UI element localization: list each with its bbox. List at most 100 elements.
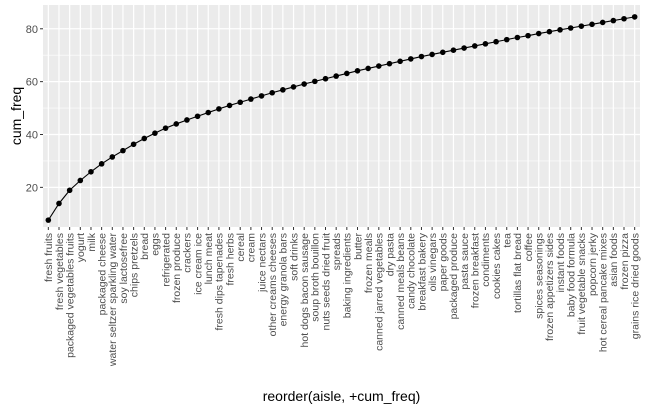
x-tick-label: dry pasta: [384, 233, 396, 276]
grid-layer: [43, 5, 640, 227]
x-axis-title: reorder(aisle, +cum_freq): [263, 388, 421, 404]
x-tick-label: fresh vegetables: [54, 233, 66, 310]
x-tick-label: tea: [502, 233, 514, 248]
data-point: [482, 41, 489, 47]
x-tick-label: milk: [86, 232, 98, 251]
plot-panel: [43, 5, 640, 227]
x-tick-label: asian foods: [608, 233, 620, 287]
x-tick-label: ice cream ice: [192, 233, 204, 295]
data-point: [376, 63, 382, 69]
x-tick-label: spices seasonings: [534, 233, 546, 319]
data-point: [493, 38, 499, 45]
data-point: [354, 68, 361, 74]
data-point: [621, 15, 627, 22]
y-axis: 20 40 60 80: [26, 24, 43, 194]
x-tick-label: frozen meals: [363, 233, 375, 293]
x-tick-label: frozen pizza: [619, 233, 631, 290]
data-point: [631, 14, 638, 20]
data-point: [301, 81, 307, 87]
data-point: [589, 21, 595, 28]
x-tick-label: soft drinks: [288, 233, 300, 281]
data-point: [141, 135, 148, 142]
data-point: [184, 117, 190, 123]
data-point: [333, 73, 339, 79]
data-point: [45, 217, 52, 223]
data-point: [226, 102, 233, 109]
x-tick-label: cream: [246, 233, 258, 262]
data-point: [258, 93, 265, 99]
x-tick-label: breakfast bakery: [416, 232, 428, 310]
x-tick-label: coffee: [523, 233, 535, 262]
x-tick-label: butter: [352, 233, 364, 260]
x-tick-label: cereal: [235, 233, 247, 262]
data-point: [525, 32, 531, 39]
x-tick-label: fruit vegetable snacks: [576, 233, 588, 335]
data-point: [248, 96, 254, 102]
data-point: [503, 36, 510, 43]
x-tick-label: oils vinegars: [427, 233, 439, 291]
y-tick-label: 40: [26, 130, 38, 142]
y-tick-label: 80: [26, 24, 38, 36]
data-point: [216, 106, 222, 112]
y-axis-title: cum_freq: [8, 87, 24, 145]
data-point: [56, 200, 62, 207]
x-tick-label: fresh fruits: [43, 233, 55, 282]
data-point: [471, 43, 478, 49]
x-tick-label: hot dogs bacon sausage: [299, 233, 311, 348]
data-point: [567, 25, 574, 31]
series-cum-freq: [45, 14, 638, 223]
data-point: [546, 28, 553, 35]
x-tick-label: grains rice dried goods: [629, 233, 641, 339]
data-point: [450, 47, 457, 53]
x-tick-label: popcorn jerky: [587, 232, 599, 296]
data-point: [578, 23, 585, 29]
x-tick-label: soup broth bouillon: [310, 233, 322, 322]
x-tick-label: baby food formula: [566, 233, 578, 317]
x-tick-label: instant foods: [555, 233, 567, 293]
x-tick-label: canned jarred vegetables: [374, 233, 386, 351]
x-tick-label: cookies cakes: [491, 233, 503, 299]
x-tick-label: eggs: [150, 233, 162, 256]
data-point: [514, 34, 521, 41]
x-tick-label: energy granola bars: [278, 233, 290, 326]
data-point: [344, 70, 350, 77]
x-tick-label: water seltzer sparkling water: [107, 233, 119, 368]
data-point: [429, 51, 435, 58]
data-point: [130, 141, 137, 148]
data-point: [365, 65, 371, 72]
data-point: [599, 19, 606, 26]
x-tick-label: frozen appetizers sides: [544, 233, 556, 341]
data-point: [237, 99, 244, 106]
data-point: [205, 109, 212, 116]
data-point: [66, 187, 73, 194]
x-tick-label: lunch meat: [203, 233, 215, 284]
y-tick-label: 20: [26, 182, 38, 194]
x-tick-label: crackers: [182, 233, 194, 273]
x-tick-label: soy lactosefree: [118, 233, 130, 304]
x-tick-label: pasta sauce: [459, 233, 471, 290]
data-point: [418, 53, 425, 60]
data-point: [386, 60, 393, 67]
x-tick-label: yogurt: [75, 233, 87, 262]
x-tick-label: bread: [139, 233, 151, 260]
data-point: [152, 130, 158, 136]
data-point: [120, 147, 126, 154]
data-point: [610, 17, 617, 24]
data-point: [162, 125, 169, 131]
y-tick-label: 60: [26, 77, 38, 89]
data-point: [98, 161, 105, 167]
x-tick-label: canned meals beans: [395, 233, 407, 330]
x-tick-label: nuts seeds dried fruit: [320, 233, 332, 331]
x-tick-label: paper goods: [438, 233, 450, 291]
x-tick-label: other creams cheeses: [267, 233, 279, 336]
x-tick-label: fresh dips tapenades: [214, 233, 226, 330]
data-point: [280, 87, 286, 93]
x-tick-label: juice nectars: [256, 233, 268, 293]
data-point: [407, 56, 414, 62]
x-tick-label: refrigerated: [160, 233, 172, 287]
x-tick-label: baking ingredients: [342, 233, 354, 318]
x-tick-label: chips pretzels: [128, 233, 140, 297]
x-tick-label: packaged cheese: [96, 233, 108, 315]
